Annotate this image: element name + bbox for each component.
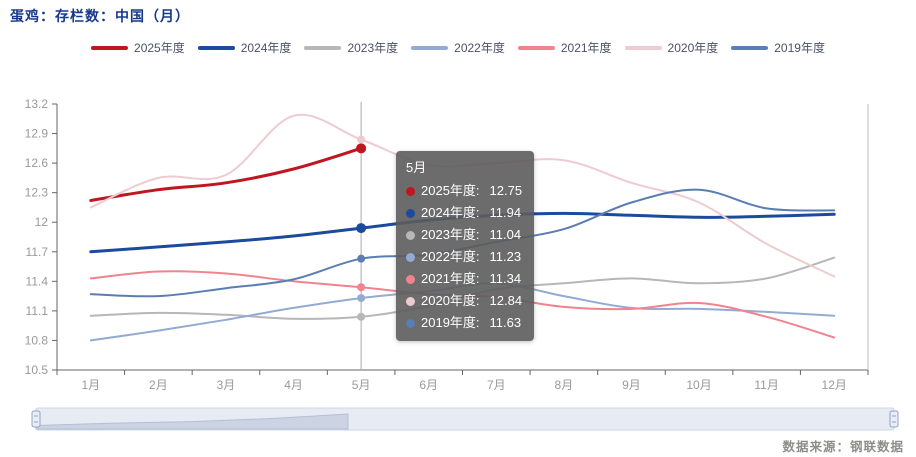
y-axis-label: 12 (35, 215, 49, 229)
hover-marker-2021年度 (357, 283, 366, 292)
tooltip-series-label: 2024年度: (421, 205, 480, 220)
y-axis-label: 10.5 (25, 363, 49, 377)
legend-item-2019年度[interactable]: 2019年度 (731, 39, 825, 56)
y-axis-label: 10.8 (25, 333, 49, 347)
tooltip-row-2021年度: 2021年度: 11.34 (406, 268, 522, 290)
x-axis-label: 8月 (555, 378, 574, 392)
tooltip-series-label: 2020年度: (421, 293, 480, 308)
series-dot-icon (406, 296, 415, 306)
x-axis-label: 3月 (217, 378, 236, 392)
x-axis-label: 4月 (284, 378, 303, 392)
x-axis-label: 6月 (419, 378, 438, 392)
tooltip-series-value: 11.34 (489, 271, 522, 286)
legend-item-label: 2025年度 (134, 41, 185, 55)
tooltip-row-2024年度: 2024年度: 11.94 (406, 202, 522, 224)
legend: 2025年度 2024年度 2023年度 2022年度 2021年度 2020年度 2019… (0, 39, 916, 56)
y-axis-label: 12.6 (25, 156, 49, 170)
y-axis-label: 12.3 (25, 186, 49, 200)
tooltip-series-label: 2023年度: (421, 227, 480, 242)
legend-item-2025年度[interactable]: 2025年度 (91, 39, 185, 56)
hover-marker-2020年度 (357, 135, 366, 144)
tooltip-series-label: 2019年度: (421, 315, 480, 330)
x-axis-label: 7月 (487, 378, 506, 392)
hover-marker-2019年度 (357, 254, 366, 263)
legend-line-icon (731, 45, 769, 50)
tooltip-title: 5月 (406, 160, 427, 175)
datazoom-handle-left[interactable] (31, 410, 41, 428)
chart-title: 蛋鸡：存栏数：中国（月） (10, 8, 190, 24)
tooltip-row-2022年度: 2022年度: 11.23 (406, 246, 522, 268)
tooltip-row-2019年度: 2019年度: 11.63 (406, 312, 522, 334)
legend-item-label: 2022年度 (454, 41, 505, 55)
data-source-label: 数据来源：钢联数据 (782, 440, 904, 454)
series-dot-icon (406, 274, 415, 284)
legend-line-icon (411, 45, 449, 50)
legend-line-icon (304, 45, 342, 50)
tooltip-series-label: 2025年度: (421, 183, 480, 198)
y-axis-label: 12.9 (25, 127, 49, 141)
y-axis-label: 11.1 (26, 304, 49, 318)
legend-line-icon (517, 45, 555, 50)
hover-marker-2022年度 (357, 294, 366, 303)
tooltip-row-2023年度: 2023年度: 11.04 (406, 224, 522, 246)
legend-item-2020年度[interactable]: 2020年度 (624, 39, 719, 56)
datazoom-handle-right[interactable] (889, 410, 899, 428)
tooltip-series-value: 11.94 (489, 205, 522, 220)
tooltip-series-value: 11.23 (489, 249, 522, 264)
datazoom-data-shadow (35, 413, 349, 430)
legend-item-label: 2019年度 (774, 41, 825, 55)
tooltip-series-value: 11.04 (489, 227, 522, 242)
legend-item-2022年度[interactable]: 2022年度 (411, 39, 505, 56)
legend-item-2023年度[interactable]: 2023年度 (304, 39, 398, 56)
tooltip-series-label: 2022年度: (421, 249, 480, 264)
x-axis-label: 11月 (754, 378, 778, 392)
legend-item-2024年度[interactable]: 2024年度 (197, 39, 292, 56)
series-dot-icon (406, 230, 415, 240)
legend-line-icon (624, 45, 662, 50)
y-axis-label: 11.4 (26, 274, 49, 288)
x-axis-label: 1月 (81, 378, 100, 392)
legend-line-icon (91, 45, 129, 50)
series-dot-icon (406, 318, 415, 328)
y-axis-label: 11.7 (26, 245, 49, 259)
x-axis-label: 12月 (822, 378, 847, 392)
legend-item-2021年度[interactable]: 2021年度 (517, 39, 612, 56)
tooltip-series-value: 11.63 (489, 315, 522, 330)
tooltip-row-2020年度: 2020年度: 12.84 (406, 290, 522, 312)
hover-marker-2025年度 (356, 143, 367, 154)
tooltip: 5月 2025年度: 12.75 2024年度: 11.94 2023年度: 11.04 2… (396, 151, 535, 341)
x-axis-label: 2月 (149, 378, 168, 392)
series-dot-icon (406, 186, 415, 196)
hover-marker-2024年度 (356, 223, 367, 234)
series-dot-icon (406, 208, 415, 218)
series-line-2025年度 (89, 146, 363, 202)
y-axis-label: 13.2 (25, 97, 49, 111)
tooltip-row-2025年度: 2025年度: 12.75 (406, 180, 522, 202)
tooltip-series-value: 12.75 (489, 183, 523, 198)
legend-line-icon (197, 45, 235, 50)
legend-item-label: 2024年度 (240, 41, 292, 55)
x-axis-label: 9月 (622, 378, 641, 392)
series-dot-icon (406, 252, 415, 262)
tooltip-series-value: 12.84 (489, 293, 523, 308)
x-axis-label: 10月 (686, 378, 711, 392)
legend-item-label: 2023年度 (347, 41, 399, 55)
legend-item-label: 2020年度 (667, 41, 719, 55)
tooltip-series-label: 2021年度: (421, 271, 480, 286)
x-axis-label: 5月 (352, 378, 371, 392)
hover-marker-2023年度 (357, 312, 366, 321)
legend-item-label: 2021年度 (560, 41, 612, 55)
